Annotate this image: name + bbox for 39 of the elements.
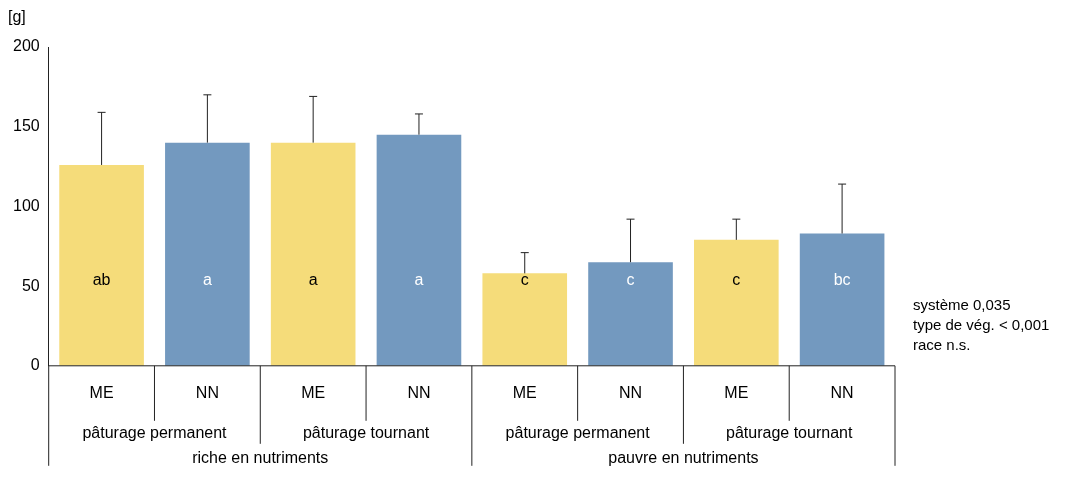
x-tick-label: ME — [512, 383, 537, 401]
data-label: c — [626, 271, 635, 289]
bar — [59, 164, 144, 366]
text: pâturage permanent — [82, 424, 228, 442]
bar — [799, 233, 885, 366]
y-tick-label: 200 — [12, 37, 40, 55]
y-axis-title: [g] — [8, 8, 26, 26]
data-label: a — [414, 271, 424, 289]
x-tick-label: NN — [407, 383, 431, 401]
x-tick-label: ME — [724, 383, 749, 401]
text: système 0,035 — [913, 295, 1011, 313]
data-label: c — [520, 271, 529, 289]
x-tick-label: NN — [830, 383, 854, 401]
x-tick-label: NN — [195, 383, 219, 401]
y-tick-label: 100 — [12, 196, 40, 214]
data-label: bc — [833, 271, 851, 289]
data-label: c — [732, 271, 741, 289]
text: pauvre en nutriments — [608, 449, 759, 467]
bar — [376, 134, 462, 366]
data-label: a — [308, 271, 318, 289]
bar — [588, 262, 673, 366]
text: type de vég. < 0,001 — [913, 315, 1050, 333]
y-tick-label: 50 — [21, 276, 40, 294]
data-label: a — [202, 271, 212, 289]
text: pâturage permanent — [505, 424, 651, 442]
bar — [165, 142, 250, 366]
y-tick-label: 150 — [12, 117, 40, 135]
x-tick-label: ME — [89, 383, 114, 401]
bar — [694, 239, 779, 366]
bar — [482, 273, 568, 366]
text: pâturage tournant — [726, 424, 853, 442]
text: race n.s. — [913, 335, 971, 353]
data-label: ab — [92, 271, 111, 289]
text: riche en nutriments — [192, 449, 329, 467]
bar — [270, 142, 356, 366]
text: pâturage tournant — [302, 424, 430, 442]
x-tick-label: NN — [618, 383, 643, 401]
x-tick-label: ME — [301, 383, 326, 401]
y-tick-label: 0 — [30, 356, 40, 374]
